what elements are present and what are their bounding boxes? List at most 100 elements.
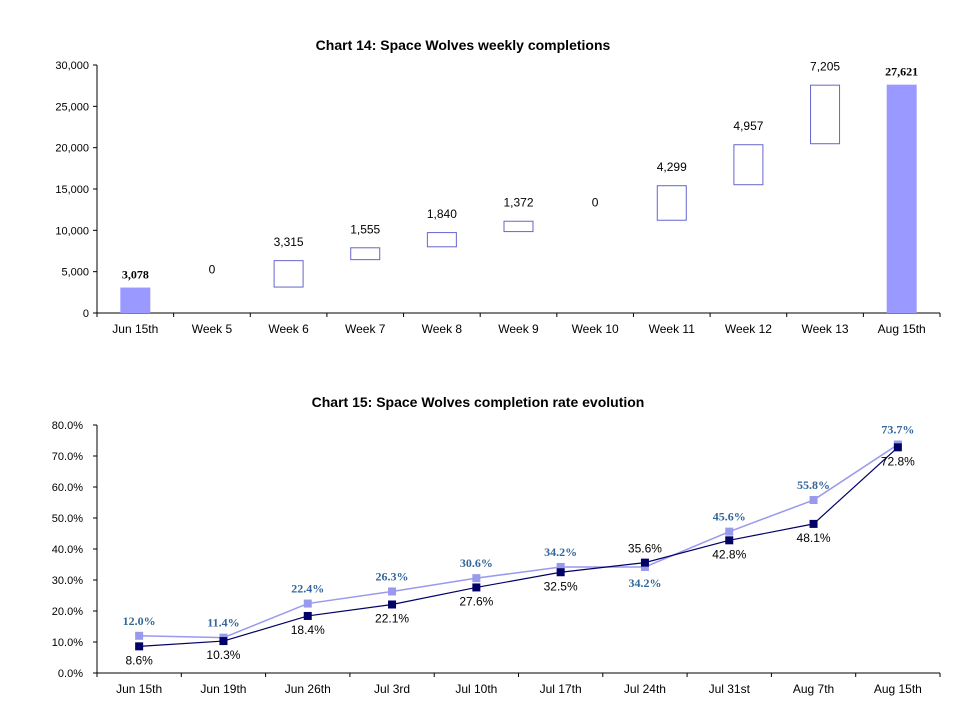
series-light-marker xyxy=(725,527,734,536)
series-light-label: 26.3% xyxy=(376,569,409,583)
series-dark-label: 32.5% xyxy=(544,579,578,593)
series-dark-label: 10.3% xyxy=(206,648,240,662)
x-category-label: Jun 15th xyxy=(112,322,158,336)
x-category-label: Week 11 xyxy=(649,322,696,336)
series-light-label: 22.4% xyxy=(291,582,324,596)
series-light-marker xyxy=(388,587,397,596)
x-category-label: Week 13 xyxy=(801,322,848,336)
bar-value-label: 27,621 xyxy=(885,65,918,79)
y-tick-label: 30,000 xyxy=(55,60,89,72)
series-light-marker xyxy=(472,574,481,583)
bar-value-label: 1,555 xyxy=(350,222,380,236)
series-light-marker xyxy=(303,599,312,608)
series-dark-label: 72.8% xyxy=(881,454,915,468)
increment-bar xyxy=(273,260,304,288)
series-dark-marker xyxy=(388,600,397,609)
y-tick-label: 15,000 xyxy=(55,184,89,196)
bar-value-label: 4,957 xyxy=(733,119,763,133)
y-tick-label: 20.0% xyxy=(52,606,83,618)
x-category-label: Week 9 xyxy=(498,322,539,336)
series-dark-label: 22.1% xyxy=(375,611,409,625)
y-tick-label: 70.0% xyxy=(52,451,83,463)
series-dark-marker xyxy=(556,568,565,577)
series-light-line xyxy=(139,443,899,639)
series-dark-label: 8.6% xyxy=(125,653,153,667)
series-dark-line xyxy=(139,446,899,647)
x-category-label: Aug 15th xyxy=(878,322,926,336)
weekly-completions-chart: Chart 14: Space Wolves weekly completion… xyxy=(55,37,941,336)
series-dark-label: 27.6% xyxy=(459,594,493,608)
y-tick-label: 20,000 xyxy=(55,143,89,155)
x-category-label: Aug 15th xyxy=(874,682,922,696)
series-light-label: 12.0% xyxy=(123,614,156,628)
bar-value-label: 7,205 xyxy=(810,60,840,74)
x-category-label: Week 7 xyxy=(345,322,386,336)
series-light-marker xyxy=(135,631,144,640)
series-light-label: 73.7% xyxy=(881,423,914,437)
chart-14-title: Chart 14: Space Wolves weekly completion… xyxy=(316,37,611,53)
y-tick-label: 30.0% xyxy=(52,575,83,587)
series-light-marker xyxy=(556,562,565,571)
y-tick-label: 10.0% xyxy=(52,637,83,649)
increment-bar xyxy=(503,220,534,233)
increment-bar xyxy=(426,232,457,248)
x-category-label: Week 8 xyxy=(422,322,463,336)
bar-value-label: 1,372 xyxy=(503,196,533,210)
x-category-label: Jul 3rd xyxy=(374,682,410,696)
y-tick-label: 10,000 xyxy=(55,225,89,237)
x-category-label: Jul 31st xyxy=(709,682,751,696)
x-category-label: Week 10 xyxy=(572,322,619,336)
completion-rate-chart: Chart 15: Space Wolves completion rate e… xyxy=(52,394,941,696)
increment-bar xyxy=(733,144,764,186)
x-category-label: Jun 19th xyxy=(200,682,246,696)
y-tick-label: 0.0% xyxy=(58,668,83,680)
series-dark-marker xyxy=(303,611,312,620)
y-tick-label: 60.0% xyxy=(52,482,83,494)
series-dark-marker xyxy=(472,583,481,592)
total-bar xyxy=(120,287,151,313)
x-category-label: Jul 24th xyxy=(624,682,666,696)
y-tick-label: 0 xyxy=(83,308,89,320)
y-tick-label: 50.0% xyxy=(52,513,83,525)
series-dark-label: 48.1% xyxy=(797,531,831,545)
series-dark-label: 42.8% xyxy=(712,547,746,561)
bar-value-label: 4,299 xyxy=(657,160,687,174)
series-light-label: 30.6% xyxy=(460,556,493,570)
series-dark-marker xyxy=(725,536,734,545)
series-light-label: 45.6% xyxy=(713,510,746,524)
series-dark-marker xyxy=(893,443,902,452)
series-light-label: 34.2% xyxy=(544,545,577,559)
x-category-label: Week 12 xyxy=(725,322,772,336)
series-dark-marker xyxy=(135,642,144,651)
bar-value-label: 3,078 xyxy=(122,268,149,282)
series-light-marker xyxy=(809,496,818,505)
x-category-label: Jul 10th xyxy=(455,682,497,696)
x-category-label: Jul 17th xyxy=(540,682,582,696)
increment-bar xyxy=(350,247,381,261)
bar-value-label: 0 xyxy=(209,263,216,277)
series-light-marker xyxy=(640,562,649,571)
series-dark-marker xyxy=(809,519,818,528)
increment-bar xyxy=(810,84,841,145)
bar-value-label: 1,840 xyxy=(427,207,457,221)
series-dark-label: 35.6% xyxy=(628,542,662,556)
y-tick-label: 5,000 xyxy=(61,267,89,279)
series-light-label: 34.2% xyxy=(628,576,661,590)
total-bar xyxy=(886,84,917,313)
series-dark-marker xyxy=(640,558,649,567)
series-light-label: 11.4% xyxy=(207,616,239,630)
series-light-label: 55.8% xyxy=(797,478,830,492)
x-category-label: Week 5 xyxy=(192,322,233,336)
x-category-label: Jun 26th xyxy=(285,682,331,696)
chart-15-title: Chart 15: Space Wolves completion rate e… xyxy=(312,394,645,410)
y-tick-label: 80.0% xyxy=(52,420,83,432)
series-dark-label: 18.4% xyxy=(291,623,325,637)
increment-bar xyxy=(656,185,687,221)
y-tick-label: 25,000 xyxy=(55,101,89,113)
x-category-label: Jun 15th xyxy=(116,682,162,696)
series-dark-marker xyxy=(219,637,228,646)
bar-value-label: 3,315 xyxy=(274,235,304,249)
x-category-label: Aug 7th xyxy=(793,682,834,696)
y-tick-label: 40.0% xyxy=(52,544,83,556)
